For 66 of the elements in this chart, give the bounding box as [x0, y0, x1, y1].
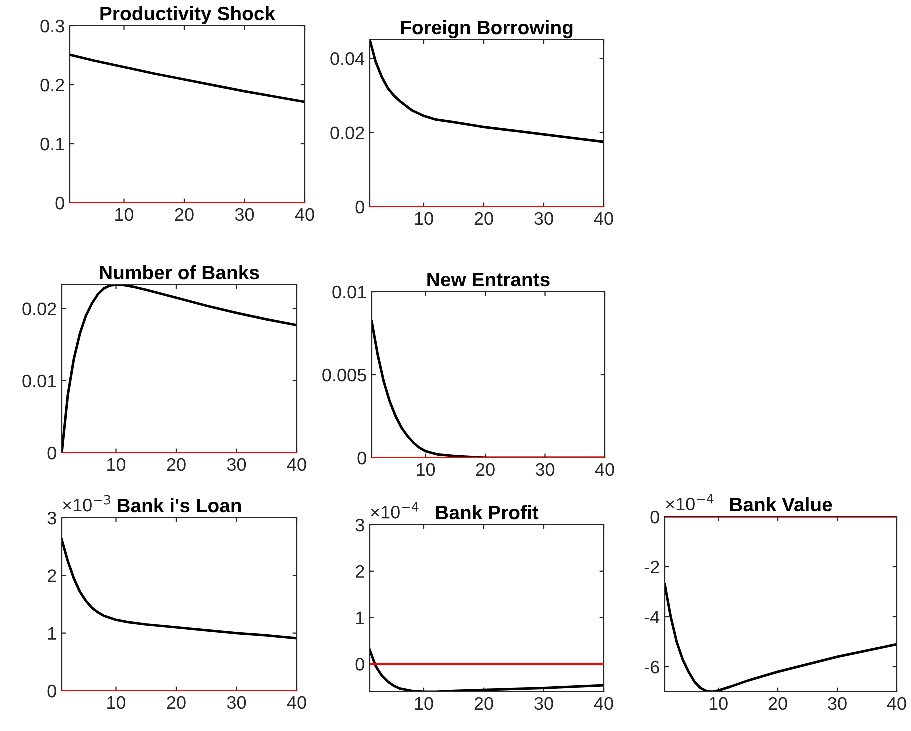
- x-tick-label: 30: [235, 208, 254, 222]
- x-tick-label: 20: [476, 463, 495, 476]
- x-tick-label: 30: [227, 458, 246, 472]
- chart-title: Bank Value: [730, 497, 832, 512]
- x-tick-label: 20: [768, 697, 788, 710]
- line-series: [62, 285, 297, 453]
- y-tick-label: -6: [644, 660, 660, 674]
- y-tick-label: 0: [48, 446, 56, 460]
- chart-title: Foreign Borrowing: [401, 20, 573, 39]
- y-tick-label: 0: [358, 452, 366, 465]
- y-tick-label: 0.02: [330, 126, 364, 140]
- x-tick-label: 20: [167, 458, 186, 472]
- x-tick-label: 20: [474, 212, 494, 226]
- x-tick-label: 30: [534, 212, 554, 226]
- y-tick-label: 0: [48, 684, 56, 698]
- x-tick-label: 10: [415, 212, 434, 226]
- y-tick-label: 0.01: [22, 374, 56, 388]
- x-tick-label: 30: [536, 463, 555, 476]
- y-tick-label: 0.01: [332, 286, 366, 299]
- y-tick-label: 0.3: [40, 20, 64, 33]
- chart-title: Productivity Shock: [100, 6, 276, 24]
- line-series: [70, 54, 305, 104]
- x-tick-label: 30: [227, 696, 246, 710]
- y-tick-label: 3: [356, 518, 364, 532]
- y-tick-label: 0: [56, 196, 64, 210]
- y-tick-label: 2: [356, 565, 364, 578]
- x-tick-label: 10: [417, 463, 436, 476]
- y-tick-label: -4: [644, 611, 660, 624]
- text: ×10$^{−4}$: [666, 494, 714, 511]
- x-tick-label: 10: [710, 697, 728, 710]
- y-tick-label: 0.005: [322, 368, 366, 382]
- x-tick-label: 10: [108, 458, 126, 472]
- x-tick-label: 40: [295, 208, 314, 222]
- x-tick-label: 10: [116, 208, 134, 222]
- y-tick-label: 0: [356, 200, 364, 214]
- x-tick-label: 40: [287, 696, 306, 710]
- x-tick-label: 20: [175, 208, 194, 222]
- chart-title: Bank i's Loan: [118, 498, 242, 513]
- y-tick-label: 0.04: [330, 52, 365, 66]
- y-tick-label: 0: [356, 658, 364, 671]
- x-tick-label: 10: [108, 696, 126, 710]
- x-tick-label: 10: [415, 697, 434, 710]
- x-tick-label: 30: [534, 697, 554, 710]
- y-tick-label: 1: [356, 612, 364, 624]
- x-tick-label: 40: [594, 212, 614, 226]
- x-tick-label: 20: [167, 696, 186, 710]
- text: ×10$^{−4}$: [371, 502, 419, 519]
- y-tick-label: 0.2: [40, 78, 64, 92]
- x-tick-label: 40: [594, 697, 614, 710]
- chart-title: Number of Banks: [100, 265, 260, 280]
- y-tick-label: 2: [48, 570, 56, 582]
- y-tick-label: 0: [650, 510, 660, 524]
- chart-title: Bank Profit: [436, 505, 539, 520]
- y-tick-label: 1: [48, 627, 56, 640]
- line-series: [62, 538, 297, 640]
- y-tick-label: -2: [644, 560, 660, 574]
- y-tick-label: 0.1: [40, 138, 64, 151]
- x-tick-label: 40: [887, 697, 906, 710]
- x-tick-label: 40: [287, 458, 306, 472]
- x-tick-label: 40: [595, 463, 614, 476]
- text: ×10$^{−3}$: [63, 495, 110, 512]
- chart-title: New Entrants: [428, 273, 550, 287]
- y-tick-label: 3: [48, 512, 56, 525]
- x-tick-label: 20: [474, 697, 494, 710]
- y-tick-label: 0.02: [22, 302, 56, 316]
- x-tick-label: 30: [828, 697, 847, 710]
